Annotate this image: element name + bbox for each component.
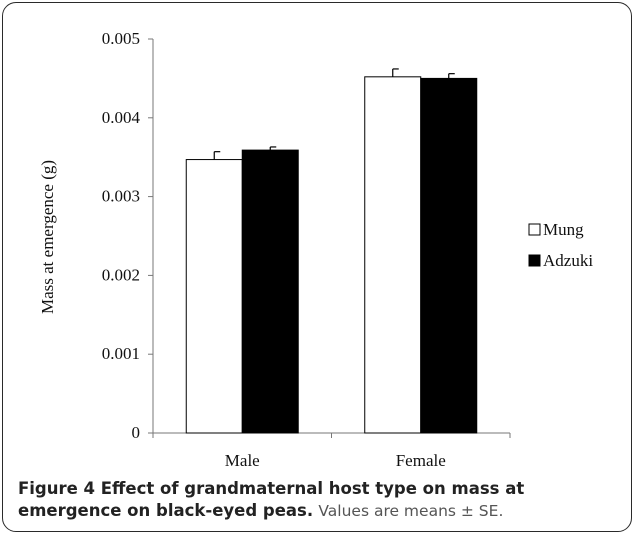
caption-note: Values are means ± SE.	[318, 502, 504, 520]
bars	[185, 68, 478, 434]
figure-frame	[2, 2, 632, 532]
y-axis-label: Mass at emergence (g)	[38, 160, 57, 314]
legend-swatch-mung	[528, 223, 541, 236]
bar-mung-female	[364, 76, 422, 434]
legend: Mung Adzuki	[528, 220, 593, 270]
bar-mung-male	[185, 159, 243, 434]
bar-adzuki-male	[241, 149, 299, 434]
y-tick-label: 0	[132, 423, 141, 442]
legend-label-mung: Mung	[543, 220, 584, 239]
y-tick-label: 0.005	[102, 29, 140, 48]
y-tick-label: 0.003	[102, 187, 140, 206]
y-tick-label: 0.002	[102, 265, 140, 284]
bar-chart: Mass at emergence (g) 0 0.001 0.002 0.003 0.…	[38, 29, 593, 470]
axes: 0 0.001 0.002 0.003 0.004 0.005 Male Female	[102, 29, 511, 470]
caption-title: Figure 4 Effect of grandmaternal host ty…	[18, 479, 525, 520]
y-tick-label: 0.004	[102, 108, 141, 127]
figure-caption: Figure 4 Effect of grandmaternal host ty…	[18, 478, 618, 522]
bar-adzuki-female	[420, 77, 478, 434]
legend-label-adzuki: Adzuki	[543, 251, 593, 270]
legend-swatch-adzuki	[528, 254, 541, 267]
x-tick-label: Female	[396, 451, 446, 470]
y-tick-label: 0.001	[102, 344, 140, 363]
x-tick-label: Male	[225, 451, 260, 470]
